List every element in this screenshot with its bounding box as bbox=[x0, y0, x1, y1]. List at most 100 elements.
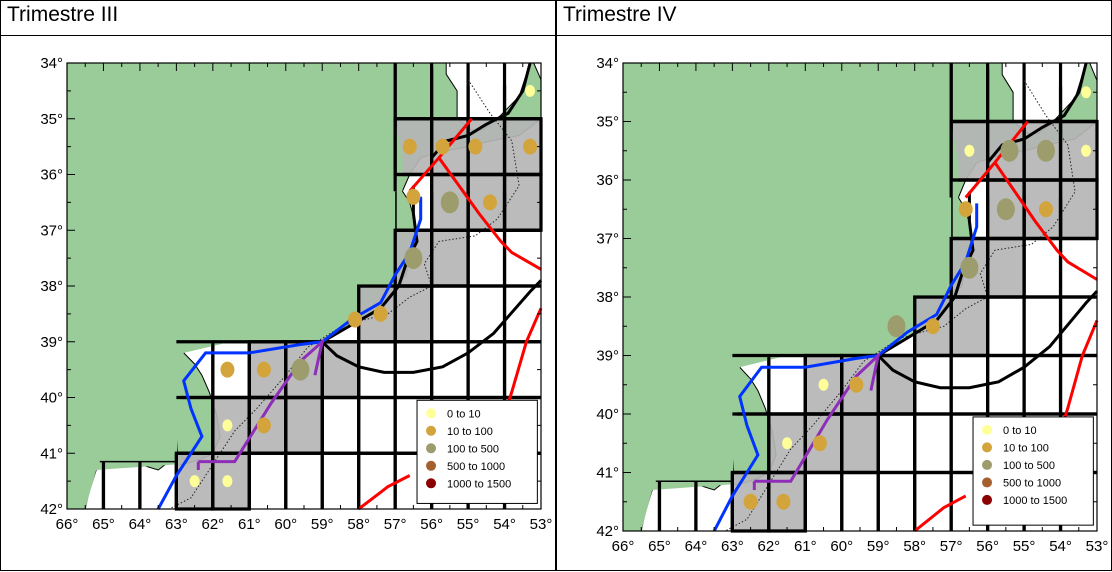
legend-box bbox=[416, 399, 538, 504]
legend-swatch bbox=[982, 442, 993, 453]
catch-dot bbox=[256, 417, 271, 434]
survey-cell bbox=[322, 341, 359, 398]
lat-tick-label: 42° bbox=[40, 501, 63, 518]
red-limit-line bbox=[993, 161, 1098, 281]
boundary-line-coast bbox=[877, 191, 975, 357]
lat-tick-label: 35° bbox=[596, 114, 619, 131]
catch-dot bbox=[440, 191, 459, 214]
survey-cell bbox=[504, 174, 541, 231]
blue-route-line bbox=[712, 203, 979, 532]
lat-tick-label: 35° bbox=[40, 111, 63, 128]
lon-tick-label: 58° bbox=[903, 538, 926, 555]
land-overlay bbox=[623, 63, 959, 531]
survey-cell bbox=[951, 297, 988, 356]
legend-label: 100 to 500 bbox=[447, 443, 499, 455]
red-limit-line bbox=[437, 156, 542, 271]
map-trimestre-iii: 66° 65° 64° 63° 62° 61° 60° 59° 58° 57° 56° 55° 54° 5… bbox=[40, 55, 553, 533]
lat-tick-label: 36° bbox=[596, 172, 619, 189]
catch-dot bbox=[812, 435, 827, 452]
catch-dot bbox=[435, 138, 450, 155]
survey-cell bbox=[987, 238, 1025, 297]
catch-dot bbox=[1081, 86, 1092, 99]
survey-cell bbox=[285, 397, 323, 454]
legend-swatch bbox=[982, 477, 993, 488]
catch-dot bbox=[887, 315, 906, 338]
lon-tick-label: 63° bbox=[165, 516, 188, 533]
legend-swatch bbox=[426, 408, 437, 419]
title-divider bbox=[1, 35, 555, 36]
catch-dot bbox=[743, 493, 758, 510]
red-limit-line bbox=[357, 474, 411, 511]
survey-cell bbox=[1060, 180, 1097, 239]
catch-dot bbox=[776, 493, 791, 510]
lon-tick-label: 57° bbox=[940, 538, 963, 555]
panel-title: Trimestre IV bbox=[563, 3, 677, 26]
lat-tick-label: 34° bbox=[596, 55, 619, 72]
catch-dot bbox=[996, 198, 1015, 221]
legend-swatch bbox=[426, 425, 437, 436]
lat-tick-label: 37° bbox=[40, 222, 63, 239]
boundary-arc bbox=[877, 290, 1099, 390]
legend-label: 10 to 100 bbox=[1003, 442, 1049, 454]
catch-dot bbox=[1038, 201, 1053, 218]
lon-tick-label: 60° bbox=[830, 538, 853, 555]
lon-tick-label: 54° bbox=[1049, 538, 1072, 555]
lon-tick-label: 66° bbox=[612, 538, 635, 555]
purple-zone-line bbox=[198, 337, 325, 464]
legend-label: 1000 to 1500 bbox=[447, 478, 511, 490]
lat-tick-label: 37° bbox=[596, 231, 619, 248]
lon-tick-label: 55° bbox=[457, 516, 480, 533]
legend-swatch bbox=[426, 478, 437, 489]
lon-tick-label: 62° bbox=[202, 516, 225, 533]
legend: 0 to 10 10 to 100 100 to 500 500 to 1000 100… bbox=[972, 416, 1094, 526]
catch-dot bbox=[964, 144, 975, 157]
lon-tick-label: 65° bbox=[92, 516, 115, 533]
lon-tick-label: 64° bbox=[685, 538, 708, 555]
legend-label: 10 to 100 bbox=[447, 426, 493, 438]
legend-label: 0 to 10 bbox=[1003, 425, 1037, 437]
map-trimestre-iv: 66° 65° 64° 63° 62° 61° 60° 59° 58° 57° 56° 55° 54° 5… bbox=[596, 55, 1108, 555]
lon-tick-label: 64° bbox=[129, 516, 152, 533]
legend-label: 1000 to 1500 bbox=[1003, 495, 1067, 507]
catch-dot bbox=[256, 361, 271, 378]
lon-tick-label: 61° bbox=[238, 516, 261, 533]
lon-tick-label: 63° bbox=[721, 538, 744, 555]
lat-tick-label: 36° bbox=[40, 167, 63, 184]
isobath-line bbox=[724, 80, 1076, 532]
catch-dot bbox=[960, 256, 979, 279]
lon-tick-label: 62° bbox=[758, 538, 781, 555]
panel-trimestre-iv: Trimestre IV 66° 65° 64° 63° 62° 61° 60° 59° 58°… bbox=[556, 0, 1112, 571]
title-divider bbox=[557, 35, 1111, 36]
lat-tick-label: 41° bbox=[40, 445, 63, 462]
blue-route-line bbox=[156, 196, 423, 510]
lon-tick-label: 66° bbox=[56, 516, 79, 533]
lat-tick-label: 41° bbox=[596, 465, 619, 482]
catch-dot bbox=[525, 84, 536, 97]
legend-swatch bbox=[426, 460, 437, 471]
catch-dot bbox=[189, 475, 200, 488]
legend-label: 500 to 1000 bbox=[1003, 477, 1061, 489]
survey-cell bbox=[878, 355, 915, 414]
legend-label: 100 to 500 bbox=[1003, 460, 1055, 472]
legend-swatch bbox=[982, 459, 993, 470]
catch-dot bbox=[373, 305, 388, 322]
catch-dot bbox=[523, 138, 538, 155]
catch-dot bbox=[404, 247, 423, 270]
lat-tick-label: 42° bbox=[596, 523, 619, 540]
catch-dot bbox=[1036, 139, 1055, 162]
catch-dot bbox=[406, 188, 421, 205]
lon-tick-label: 60° bbox=[274, 516, 297, 533]
lon-tick-label: 65° bbox=[648, 538, 671, 555]
catch-dot bbox=[1000, 139, 1019, 162]
lon-tick-label: 58° bbox=[347, 516, 370, 533]
catch-dot bbox=[818, 378, 829, 391]
purple-zone-line bbox=[754, 351, 881, 483]
legend: 0 to 10 10 to 100 100 to 500 500 to 1000 100… bbox=[416, 399, 538, 504]
catch-dot bbox=[782, 437, 793, 450]
lon-tick-label: 53° bbox=[530, 516, 553, 533]
catch-dot bbox=[468, 138, 483, 155]
lon-tick-label: 61° bbox=[794, 538, 817, 555]
lon-tick-label: 55° bbox=[1013, 538, 1036, 555]
legend-swatch bbox=[982, 494, 993, 505]
lat-tick-label: 38° bbox=[596, 289, 619, 306]
